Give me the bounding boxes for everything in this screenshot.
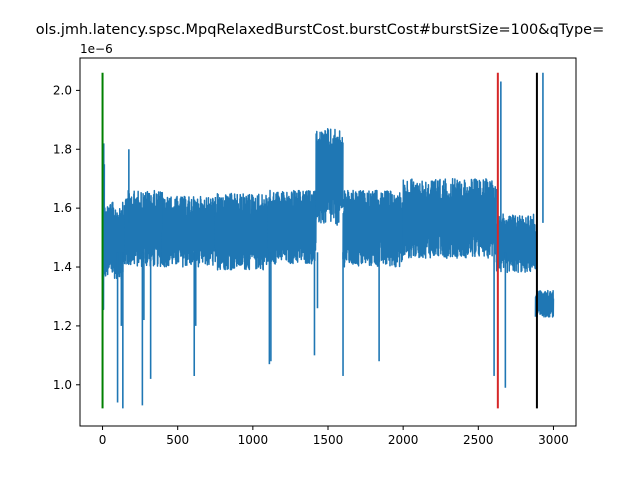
x-tick-label: 500 (166, 433, 189, 447)
y-tick-label: 1.2 (53, 319, 72, 333)
x-tick-label: 1500 (313, 433, 344, 447)
series-band-segment (495, 213, 537, 274)
y-offset-text: 1e−6 (80, 42, 113, 56)
x-tick-label: 2500 (463, 433, 494, 447)
series-band-segment (342, 189, 404, 268)
series-0 (101, 72, 555, 409)
y-tick-label: 1.0 (53, 378, 72, 392)
series-band-segment (315, 127, 344, 226)
series-gap (317, 225, 341, 268)
series-band-segment (402, 178, 497, 259)
series-band-segment (161, 195, 217, 268)
x-tick-label: 0 (99, 433, 107, 447)
axes: 0 500 1000 1500 2000 2500 3000 1.0 1.2 1.4 1.6 1.8 2… (53, 57, 577, 447)
y-tick-label: 2.0 (53, 83, 72, 97)
y-tick-label: 1.8 (53, 142, 72, 156)
x-tick-label: 1000 (238, 433, 269, 447)
y-tick-label: 1.4 (53, 260, 72, 274)
series-band-segment (534, 289, 555, 318)
y-tick-label: 1.6 (53, 201, 72, 215)
vertical-markers (101, 72, 538, 409)
x-tick-label: 3000 (538, 433, 569, 447)
x-tick-label: 2000 (388, 433, 419, 447)
data-series (101, 72, 555, 409)
series-band-segment (124, 189, 164, 268)
chart-title: ols.jmh.latency.spsc.MpqRelaxedBurstCost… (36, 22, 604, 38)
series-band-segment (214, 192, 269, 271)
series-band-segment (267, 189, 317, 265)
